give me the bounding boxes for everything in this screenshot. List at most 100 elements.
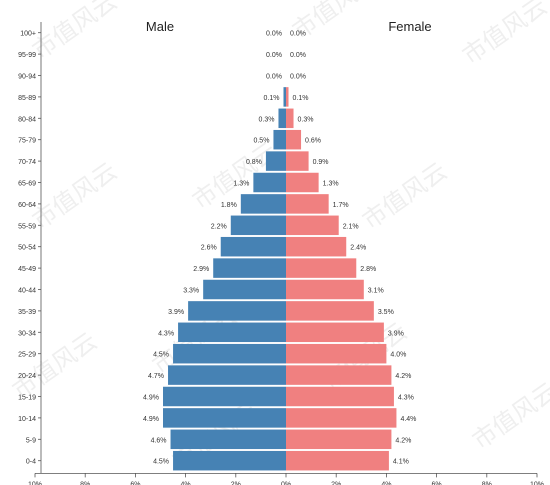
age-group-label: 60-64 <box>18 202 36 209</box>
female-bar <box>286 343 387 364</box>
female-value-label: 1.7% <box>333 202 349 209</box>
male-bar <box>188 301 286 321</box>
female-value-label: 0.0% <box>290 74 306 81</box>
female-value-label: 0.9% <box>313 159 329 166</box>
watermark-text: 市值风云 <box>287 0 382 45</box>
age-group-label: 70-74 <box>18 159 36 166</box>
age-group-label: 20-24 <box>18 373 36 380</box>
male-bar <box>273 129 286 150</box>
x-axis-tick-label: 6% <box>130 481 140 485</box>
male-bar <box>240 194 286 214</box>
x-axis-tick-label: 0% <box>281 481 291 485</box>
bars-layer <box>163 87 397 471</box>
female-value-label: 3.9% <box>388 330 404 337</box>
age-group-label: 10-14 <box>18 416 36 423</box>
female-value-label: 0.0% <box>290 52 306 59</box>
male-value-label: 1.8% <box>221 202 237 209</box>
male-bar <box>265 151 286 171</box>
male-bar <box>168 365 286 385</box>
watermark-text: 市值风云 <box>27 157 122 235</box>
watermark-text: 市值风云 <box>357 157 452 235</box>
female-series-title: Female <box>388 19 431 34</box>
female-value-label: 2.4% <box>350 245 366 252</box>
age-group-label: 35-39 <box>18 309 36 316</box>
male-bar <box>278 108 286 129</box>
male-value-label: 0.0% <box>266 74 282 81</box>
male-value-label: 2.6% <box>201 245 217 252</box>
male-value-label: 0.8% <box>246 159 262 166</box>
male-value-label: 4.6% <box>151 437 167 444</box>
female-bar <box>286 87 289 107</box>
age-group-label: 0-4 <box>26 459 36 466</box>
female-bar <box>286 258 357 278</box>
male-bar <box>178 322 286 343</box>
age-group-label: 65-69 <box>18 181 36 188</box>
male-bar <box>230 215 286 236</box>
male-value-label: 2.2% <box>211 223 227 230</box>
male-value-label: 4.7% <box>148 373 164 380</box>
female-value-label: 4.1% <box>393 459 409 466</box>
female-value-label: 3.5% <box>378 309 394 316</box>
female-bar <box>286 279 364 300</box>
x-axis-tick-label: 4% <box>181 481 191 485</box>
age-group-label: 50-54 <box>18 245 36 252</box>
watermark-text: 市值风云 <box>457 0 550 70</box>
x-axis-tick-label: 10% <box>28 481 42 485</box>
age-group-label: 40-44 <box>18 288 36 295</box>
male-value-label: 4.9% <box>143 416 159 423</box>
female-value-label: 4.3% <box>398 395 414 402</box>
male-value-label: 0.5% <box>253 138 269 145</box>
male-bar <box>170 429 286 450</box>
age-group-label: 45-49 <box>18 266 36 273</box>
female-value-label: 2.1% <box>343 223 359 230</box>
female-value-label: 0.1% <box>293 95 309 102</box>
female-value-label: 0.6% <box>305 138 321 145</box>
female-bar <box>286 108 294 129</box>
age-group-label: 95-99 <box>18 52 36 59</box>
age-group-label: 90-94 <box>18 74 36 81</box>
age-group-label: 15-19 <box>18 395 36 402</box>
age-group-label: 85-89 <box>18 95 36 102</box>
age-group-label: 5-9 <box>26 437 36 444</box>
watermark-text: 市值风云 <box>27 0 122 65</box>
female-bar <box>286 151 309 171</box>
female-bar <box>286 129 302 150</box>
male-value-label: 0.3% <box>259 116 275 123</box>
female-value-label: 2.8% <box>360 266 376 273</box>
male-value-label: 4.5% <box>153 459 169 466</box>
age-group-label: 75-79 <box>18 138 36 145</box>
male-value-label: 0.0% <box>266 52 282 59</box>
male-bar <box>173 343 286 364</box>
age-group-label: 80-84 <box>18 116 36 123</box>
female-bar <box>286 450 389 471</box>
female-bar <box>286 429 392 450</box>
female-value-label: 1.3% <box>323 181 339 188</box>
female-value-label: 0.3% <box>298 116 314 123</box>
watermark-text: 市值风云 <box>7 327 102 405</box>
x-axis-tick-label: 4% <box>381 481 391 485</box>
male-value-label: 4.3% <box>158 330 174 337</box>
male-value-label: 4.5% <box>153 352 169 359</box>
male-bar <box>203 279 286 300</box>
female-value-label: 4.4% <box>400 416 416 423</box>
male-value-label: 4.9% <box>143 395 159 402</box>
male-bar <box>220 236 286 257</box>
x-axis-tick-label: 2% <box>231 481 241 485</box>
female-bar <box>286 215 339 236</box>
age-group-label: 55-59 <box>18 223 36 230</box>
female-value-label: 4.2% <box>395 437 411 444</box>
male-value-label: 0.1% <box>264 95 280 102</box>
male-bar <box>163 408 286 428</box>
x-axis-tick-label: 6% <box>432 481 442 485</box>
age-group-label: 25-29 <box>18 352 36 359</box>
male-value-label: 1.3% <box>233 181 249 188</box>
male-value-label: 3.3% <box>183 288 199 295</box>
female-bar <box>286 172 319 193</box>
female-bar <box>286 194 329 214</box>
x-axis-tick-label: 8% <box>482 481 492 485</box>
female-value-label: 0.0% <box>290 31 306 38</box>
female-value-label: 4.2% <box>395 373 411 380</box>
age-group-label: 100+ <box>20 31 36 38</box>
male-value-label: 3.9% <box>168 309 184 316</box>
